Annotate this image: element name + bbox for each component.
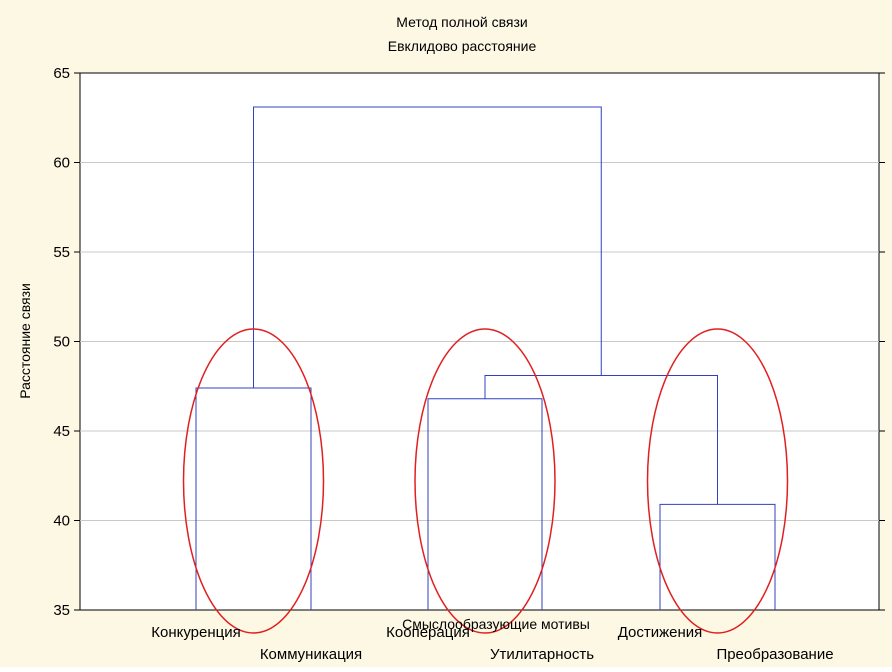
leaf-labels: Конкуренция Коммуникация Кооперация Утилита… <box>151 624 833 663</box>
cluster-highlight-ellipse <box>414 328 556 634</box>
y-tick-label: 60 <box>53 155 70 172</box>
leaf-label: Коммуникация <box>260 646 362 663</box>
dendrogram-link <box>253 106 602 389</box>
y-axis-label: Расстояние связи <box>17 283 33 399</box>
y-axis-ticks: 35 40 45 50 55 60 65 <box>53 65 885 619</box>
y-tick-label: 65 <box>53 65 70 82</box>
cluster-highlight-ellipse <box>646 328 789 634</box>
leaf-label: Конкуренция <box>151 624 241 641</box>
y-tick-label: 45 <box>53 423 70 440</box>
leaf-label: Кооперация <box>386 624 470 641</box>
leaf-label: Утилитарность <box>490 646 594 663</box>
cluster-highlights <box>182 328 789 634</box>
leaf-label: Достижения <box>618 624 703 641</box>
cluster-highlight-ellipse <box>182 328 325 634</box>
leaf-label: Преобразование <box>716 646 833 663</box>
grid-lines <box>80 162 879 521</box>
chart-subtitle: Евклидово расстояние <box>388 38 537 54</box>
y-tick-label: 40 <box>53 513 70 530</box>
x-axis-label: Смыслообразующие мотивы <box>402 616 590 632</box>
dendrogram-links <box>195 106 776 610</box>
y-tick-label: 50 <box>53 334 70 351</box>
y-tick-label: 55 <box>53 244 70 261</box>
chart-title: Метод полной связи <box>396 14 528 30</box>
y-tick-label: 35 <box>53 602 70 619</box>
